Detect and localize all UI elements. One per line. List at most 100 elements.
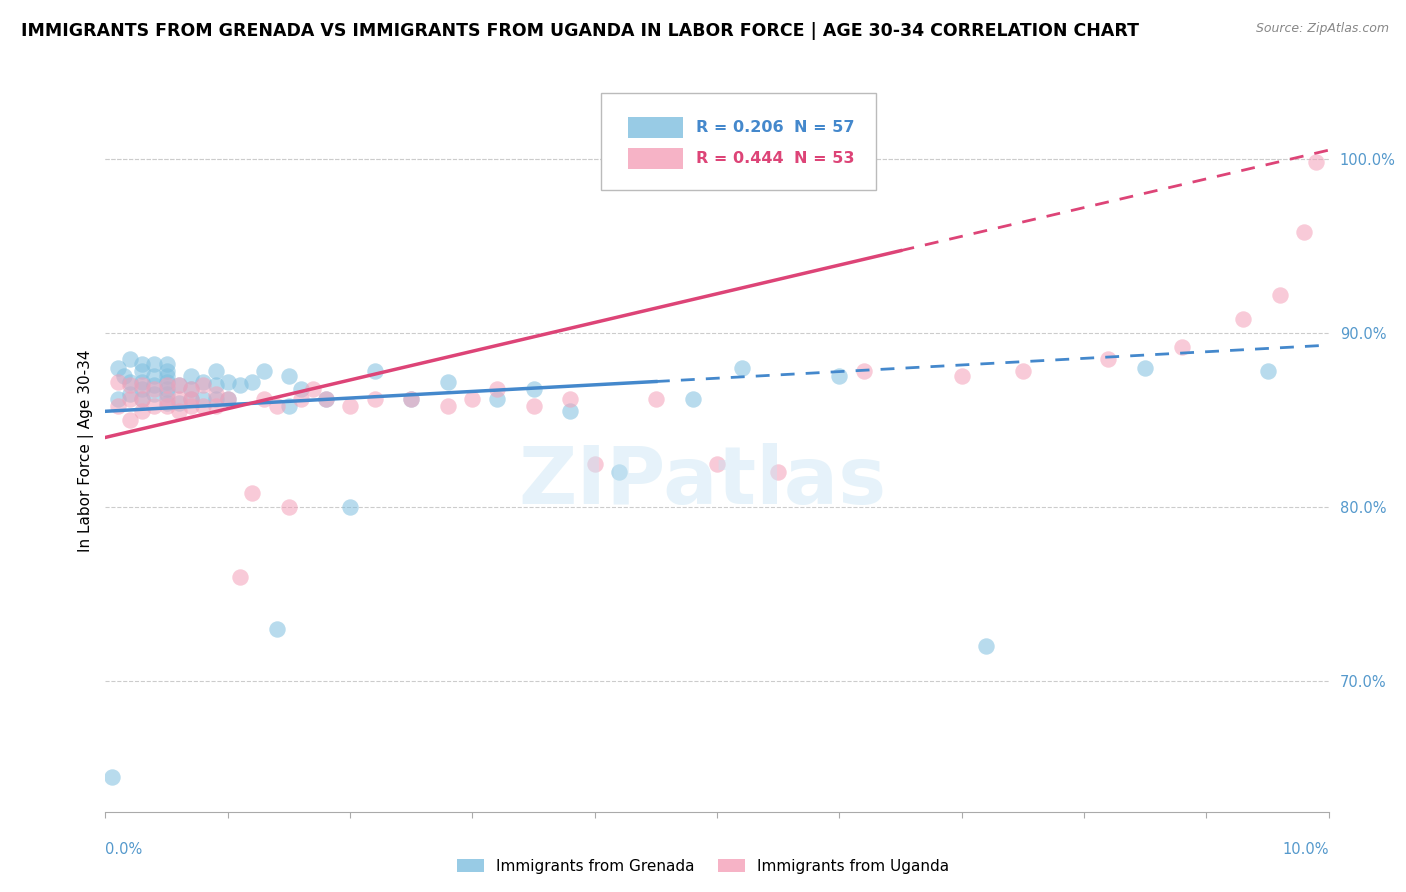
Point [1232,312,1254,326]
Point [167,378,190,392]
Point [1256,364,1278,378]
Point [131,392,153,406]
Point [143,357,166,371]
Point [118,375,141,389]
Legend: Immigrants from Grenada, Immigrants from Uganda: Immigrants from Grenada, Immigrants from… [450,853,956,880]
Point [240,375,263,389]
Point [143,382,166,396]
Bar [627,148,683,169]
Point [399,392,422,406]
Point [523,399,546,413]
Point [950,369,973,384]
Point [180,382,202,396]
Point [167,395,190,409]
Point [180,392,202,406]
Point [253,392,276,406]
Point [118,352,141,367]
Point [143,399,166,413]
Point [155,399,177,413]
Point [118,378,141,392]
Point [437,399,460,413]
Point [277,500,299,514]
Point [155,395,177,409]
Point [828,369,851,384]
Point [229,378,252,392]
Point [107,375,129,389]
Point [1133,360,1156,375]
Point [155,364,177,378]
Point [167,404,190,418]
Point [1268,287,1291,301]
Text: IMMIGRANTS FROM GRENADA VS IMMIGRANTS FROM UGANDA IN LABOR FORCE | AGE 30-34 COR: IMMIGRANTS FROM GRENADA VS IMMIGRANTS FR… [21,22,1139,40]
Point [143,369,166,384]
Point [560,392,582,406]
Point [204,364,226,378]
Text: N = 53: N = 53 [794,151,855,166]
Point [730,360,752,375]
Point [100,770,122,784]
Point [107,360,129,375]
Point [131,357,153,371]
Point [204,392,226,406]
Point [277,369,299,384]
Point [131,404,153,418]
Point [1305,155,1327,169]
Point [485,392,508,406]
Point [180,392,202,406]
Point [155,378,177,392]
Point [118,413,141,427]
Point [1011,364,1033,378]
Text: Source: ZipAtlas.com: Source: ZipAtlas.com [1256,22,1389,36]
Point [290,382,312,396]
Point [131,392,153,406]
Bar [627,117,683,138]
Text: ZIPatlas: ZIPatlas [519,442,887,521]
Point [974,640,997,654]
Point [131,378,153,392]
Point [155,387,177,401]
Point [607,465,630,479]
Point [112,369,135,384]
Point [485,382,508,396]
Point [217,392,239,406]
Point [266,622,288,636]
Point [461,392,484,406]
Point [217,392,239,406]
Point [852,364,875,378]
Point [167,378,190,392]
Text: N = 57: N = 57 [794,120,855,135]
Point [290,392,312,406]
Point [193,399,215,413]
Point [217,375,239,389]
Point [193,375,215,389]
Text: R = 0.444: R = 0.444 [696,151,785,166]
Point [155,357,177,371]
Text: 10.0%: 10.0% [1282,842,1329,856]
Point [277,399,299,413]
Text: 0.0%: 0.0% [105,842,142,856]
Point [363,392,385,406]
Point [204,399,226,413]
Point [204,378,226,392]
Point [155,392,177,406]
Point [204,387,226,401]
Point [266,399,288,413]
Point [339,399,361,413]
Point [107,392,129,406]
Point [131,364,153,378]
Point [399,392,422,406]
Point [1294,225,1316,239]
Point [155,369,177,384]
Point [363,364,385,378]
Point [180,369,202,384]
Point [155,382,177,396]
Point [167,392,190,406]
Point [560,404,582,418]
Point [240,486,263,500]
Point [768,465,790,479]
Point [193,378,215,392]
Point [193,392,215,406]
Point [302,382,325,396]
Point [1171,340,1194,354]
Point [315,392,337,406]
